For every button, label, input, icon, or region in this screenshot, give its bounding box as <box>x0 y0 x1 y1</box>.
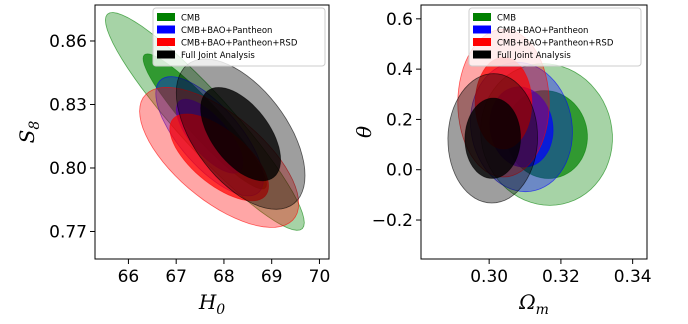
legend-swatch-cmb <box>473 13 491 21</box>
contour-full-joint-analysis-1sigma <box>200 87 282 182</box>
legend-swatch-cmb <box>157 13 175 21</box>
legend-swatch-cmb-bao-pantheon <box>157 25 175 34</box>
y-tick-label: 0.83 <box>49 95 87 115</box>
y-axis-label-right: θ <box>352 126 376 138</box>
panel-omegam-theta: 0.30 0.32 0.34 −0.2 0.0 0.2 0.4 0.6 CMB CMB+BAO+… <box>352 4 652 318</box>
y-axis-label-subscript: 8 <box>27 121 43 130</box>
x-tick-label: 70 <box>309 267 331 287</box>
y-axis-label-left: S8 <box>15 121 43 144</box>
x-tick-label: 0.32 <box>542 267 580 287</box>
legend-swatch-full-joint-analysis <box>473 50 491 59</box>
y-tick-label: 0.80 <box>49 159 87 179</box>
y-tick-label: 0.2 <box>386 110 413 130</box>
legend-swatch-cmb-bao-pantheon <box>473 25 491 34</box>
legend-label-cmb: CMB <box>181 14 200 24</box>
y-tick-label: 0.0 <box>386 161 413 181</box>
legend-label-full-joint-analysis: Full Joint Analysis <box>497 51 571 61</box>
y-tick-label: 0.77 <box>49 222 87 242</box>
plot-frame-right <box>420 4 648 260</box>
legend-label-cmb-bao-pantheon-rsd: CMB+BAO+Pantheon+RSD <box>181 39 298 49</box>
legend-left: CMB CMB+BAO+Pantheon CMB+BAO+Pantheon+RSD F… <box>152 7 326 67</box>
x-tick-label: 0.34 <box>614 267 652 287</box>
panel-h0-s8: 66 67 68 69 70 0.77 0.80 0.83 0.86 CMB CMB+BAO+Pa… <box>15 4 330 318</box>
contour-cmb-bao-pantheon-rsd-1sigma <box>169 113 269 202</box>
legend-label-full-joint-analysis: Full Joint Analysis <box>181 51 255 61</box>
x-tick-label: 68 <box>213 267 235 287</box>
x-tick-label: 67 <box>165 267 187 287</box>
x-tick-label: 0.30 <box>470 267 508 287</box>
legend-label-cmb-bao-pantheon: CMB+BAO+Pantheon <box>181 26 272 36</box>
plot-frame-left <box>94 4 330 260</box>
legend-box <box>468 7 642 67</box>
legend-label-cmb-bao-pantheon-rsd: CMB+BAO+Pantheon+RSD <box>497 39 614 49</box>
legend-box <box>152 7 326 67</box>
x-axis-label-left: H0 <box>198 290 225 318</box>
x-axis-label-right: Ωm <box>518 290 549 318</box>
legend-right: CMB CMB+BAO+Pantheon CMB+BAO+Pantheon+RSD F… <box>468 7 642 67</box>
ticks-right: 0.30 0.32 0.34 −0.2 0.0 0.2 0.4 0.6 <box>372 10 652 287</box>
legend-swatch-cmb-bao-pantheon-rsd <box>157 38 175 46</box>
legend-swatch-full-joint-analysis <box>157 50 175 59</box>
legend-label-cmb: CMB <box>497 14 516 24</box>
legend-swatch-cmb-bao-pantheon-rsd <box>473 38 491 46</box>
x-tick-label: 69 <box>261 267 283 287</box>
contours-left <box>104 12 306 231</box>
y-tick-label: 0.86 <box>49 32 87 52</box>
contours-right <box>447 28 613 206</box>
ticks-left: 66 67 68 69 70 0.77 0.80 0.83 0.86 <box>49 32 330 287</box>
y-tick-label: 0.6 <box>386 10 413 30</box>
y-tick-label: −0.2 <box>372 211 413 231</box>
contour-full-joint-analysis-1sigma <box>464 97 521 179</box>
x-axis-label-subscript: 0 <box>216 302 225 318</box>
x-tick-label: 66 <box>118 267 140 287</box>
legend-label-cmb-bao-pantheon: CMB+BAO+Pantheon <box>497 26 588 36</box>
x-axis-label-subscript: m <box>536 302 549 318</box>
y-tick-label: 0.4 <box>386 60 413 80</box>
